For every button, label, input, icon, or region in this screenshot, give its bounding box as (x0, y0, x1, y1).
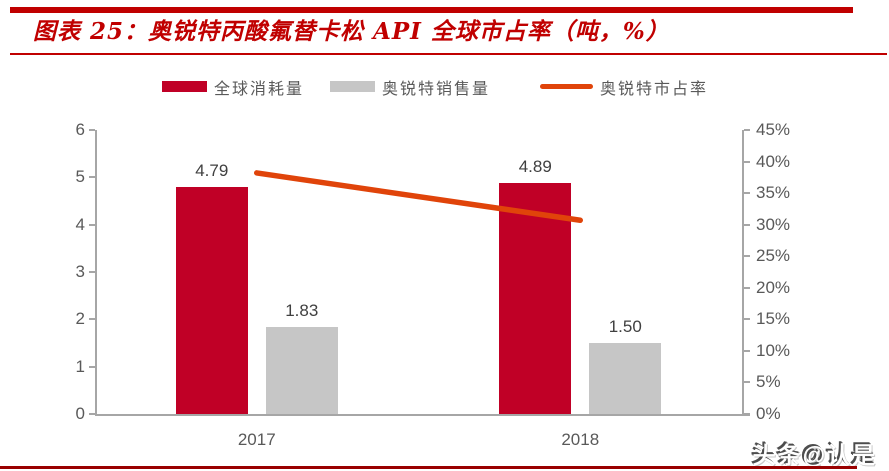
bar-value-label: 4.89 (518, 156, 552, 176)
y-axis-left-tick-label: 6 (75, 120, 85, 139)
y-axis-left-tick-label: 3 (75, 262, 85, 281)
y-axis-right-tick (744, 381, 750, 384)
bar-value-label: 1.50 (608, 317, 642, 336)
bar-value-label: 4.79 (195, 161, 229, 181)
y-axis-right-tick-label: 5% (756, 372, 781, 392)
y-axis-right-tick (744, 223, 750, 226)
y-axis-left-tick (89, 223, 95, 226)
y-axis-right-tick-label: 15% (756, 309, 791, 329)
y-axis-left-tick-label: 1 (75, 356, 85, 376)
y-axis-right-tick-label: 45% (756, 120, 791, 139)
x-axis (95, 414, 750, 416)
y-axis-left-tick-label: 4 (75, 214, 85, 234)
y-axis-left-tick (89, 271, 95, 273)
legend-label-global-consumption: 全球消耗量 (214, 80, 305, 98)
y-axis-right-tick (744, 349, 750, 352)
y-axis-right-tick (744, 129, 750, 131)
y-axis-left-tick-label: 0 (75, 404, 85, 423)
y-axis-right-tick-label: 25% (756, 246, 791, 266)
bar (175, 187, 248, 414)
page-title: 图表 25：奥锐特丙酸氟替卡松 API 全球市占率（吨，%） (33, 18, 670, 45)
y-axis-right-tick (744, 192, 750, 195)
y-axis-left-tick (89, 413, 95, 415)
title-under-rule (10, 53, 887, 55)
y-axis-right-tick-label: 10% (756, 340, 791, 360)
legend-item-market-share: 奥锐特市占率 (540, 76, 709, 98)
y-axis-left-tick (89, 318, 95, 321)
legend-label-aoruite-sales: 奥锐特销售量 (382, 80, 491, 98)
bar (265, 327, 338, 414)
y-axis-left-tick-label: 5 (75, 167, 85, 187)
y-axis-left-tick (89, 365, 95, 368)
legend-swatch-gray-bar-icon (330, 81, 375, 92)
y-axis-left-tick (89, 176, 95, 179)
bar (589, 343, 662, 414)
y-axis-left (95, 130, 97, 416)
y-axis-right-tick-label: 0% (756, 404, 781, 423)
y-axis-right-tick (744, 160, 750, 163)
y-axis-right-tick (744, 413, 750, 415)
legend-label-market-share: 奥锐特市占率 (600, 80, 709, 98)
legend-swatch-orange-line-icon (540, 84, 593, 89)
y-axis-right (742, 130, 744, 416)
y-axis-right-tick-label: 35% (756, 183, 791, 203)
y-axis-right-tick-label: 20% (756, 277, 791, 297)
y-axis-left-tick-label: 2 (75, 309, 85, 329)
title-top-rule (10, 7, 853, 13)
x-axis-category-label: 2017 (237, 430, 276, 449)
y-axis-right-tick-label: 30% (756, 214, 791, 234)
y-axis-right-tick (744, 255, 750, 258)
bar (499, 182, 572, 414)
bottom-rule (0, 466, 857, 469)
y-axis-right-tick (744, 318, 750, 321)
legend-swatch-red-bar-icon (162, 81, 207, 92)
legend-item-aoruite-sales: 奥锐特销售量 (330, 76, 491, 98)
y-axis-right-tick (744, 286, 750, 289)
bar-value-label: 1.83 (285, 301, 319, 321)
y-axis-left-tick (89, 129, 95, 131)
legend-item-global-consumption: 全球消耗量 (162, 76, 305, 98)
watermark: 头条@认是 (752, 442, 877, 468)
x-axis-category-label: 2018 (561, 430, 600, 449)
y-axis-right-tick-label: 40% (756, 151, 791, 171)
